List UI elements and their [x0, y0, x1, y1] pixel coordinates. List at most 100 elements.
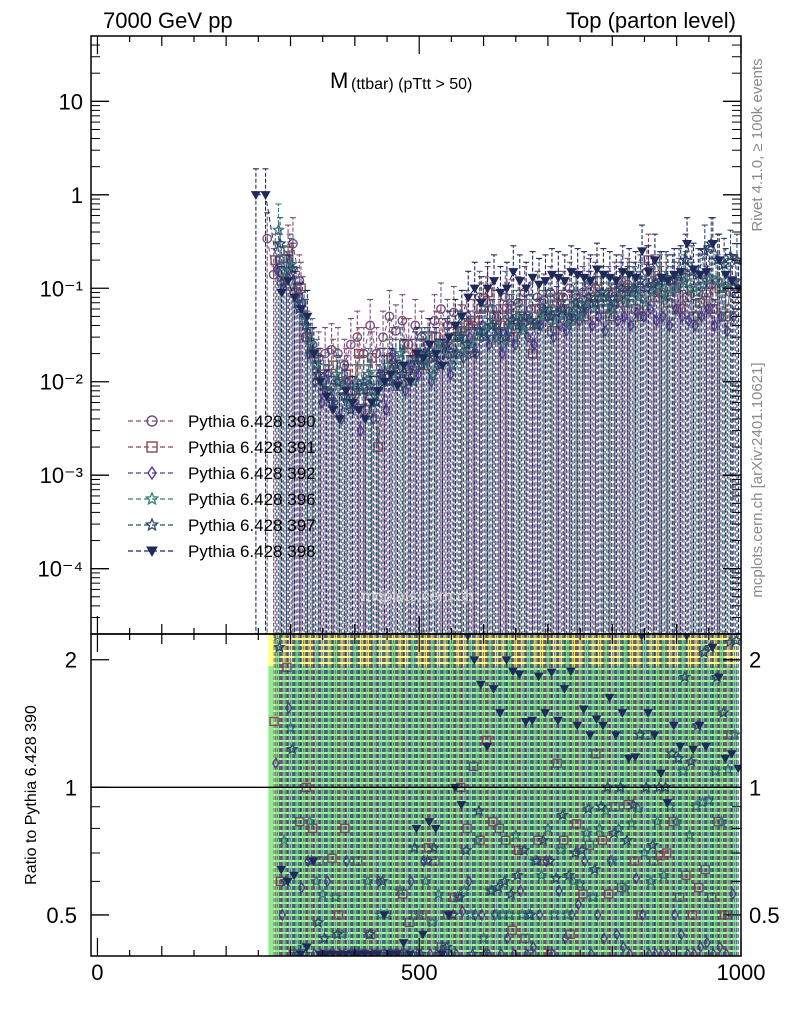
ratio-point	[572, 721, 583, 731]
x-tick-label: 500	[401, 960, 438, 985]
ratio-point	[546, 668, 557, 678]
ratio-point	[475, 680, 486, 690]
series-pythia-6-428-397	[273, 217, 741, 634]
ratio-point	[556, 808, 570, 821]
header-right: Top (parton level)	[566, 8, 736, 33]
ratio-point	[495, 709, 505, 718]
data-point	[524, 313, 538, 327]
legend-item: Pythia 6.428 392	[128, 464, 316, 483]
ratio-point	[309, 874, 323, 887]
ratio-point	[655, 850, 665, 861]
legend-label: Pythia 6.428 390	[188, 412, 316, 431]
data-point	[608, 295, 622, 309]
ratio-point	[694, 721, 705, 731]
ratio-point	[437, 950, 447, 956]
ratio-point	[530, 854, 544, 867]
legend-marker	[146, 415, 158, 427]
legend-item: Pythia 6.428 398	[128, 542, 316, 561]
data-point	[569, 295, 583, 309]
data-point	[427, 375, 436, 389]
ratio-point	[713, 673, 724, 683]
ratio-point	[456, 801, 467, 810]
legend-item: Pythia 6.428 397	[128, 516, 316, 535]
ratio-point	[733, 764, 741, 774]
ratio-point	[347, 950, 357, 956]
data-point	[366, 398, 377, 408]
data-point	[427, 351, 442, 364]
data-point	[688, 265, 699, 275]
data-point	[366, 352, 377, 363]
data-point	[436, 304, 446, 314]
x-tick-label: 1000	[717, 960, 766, 985]
ratio-point	[361, 874, 375, 887]
ratio-point	[482, 742, 493, 752]
data-point	[357, 374, 371, 388]
data-point	[627, 281, 641, 294]
ratio-y-tick-label-right: 0.5	[749, 903, 780, 928]
ratio-point	[466, 947, 479, 956]
legend-label: Pythia 6.428 396	[188, 490, 316, 509]
legend-marker	[144, 517, 160, 532]
data-point	[448, 307, 459, 318]
data-point	[352, 332, 363, 343]
data-point	[530, 338, 539, 352]
ratio-point	[314, 950, 325, 956]
data-point	[331, 374, 345, 388]
ratio-point	[617, 709, 628, 718]
ratio-point	[295, 950, 306, 956]
ratio-point	[665, 747, 679, 760]
ratio-point	[449, 892, 459, 903]
ratio-point	[285, 742, 299, 755]
data-point	[505, 313, 519, 327]
data-point	[324, 395, 339, 409]
data-point	[262, 233, 273, 244]
ratio-point	[644, 874, 658, 887]
ratio-point	[458, 904, 467, 918]
data-point	[501, 284, 512, 294]
data-point	[365, 320, 376, 331]
data-point	[698, 244, 712, 257]
y-tick-label: 10⁻⁴	[37, 557, 83, 582]
data-point	[431, 349, 442, 359]
ratio-point	[427, 841, 441, 854]
ratio-point	[318, 931, 331, 944]
data-point	[278, 264, 292, 278]
data-point	[321, 392, 332, 402]
ratio-point	[562, 868, 576, 881]
ratio-point	[677, 927, 686, 941]
ratio-point	[585, 731, 596, 740]
data-point	[345, 339, 356, 350]
data-point	[416, 332, 427, 343]
data-point	[397, 315, 408, 326]
ratio-point	[649, 856, 659, 866]
ratio-point	[419, 874, 432, 887]
legend-marker	[144, 491, 160, 506]
mcplots-label: mcplots.cern.ch [arXiv:2401.10621]	[749, 362, 766, 597]
ratio-point	[408, 841, 421, 854]
data-point	[703, 302, 713, 316]
ratio-point	[543, 854, 557, 867]
ratio-point	[465, 874, 473, 888]
data-point	[391, 325, 401, 336]
data-point	[443, 333, 455, 343]
ratio-point	[463, 634, 472, 641]
ratio-point	[662, 799, 673, 808]
ratio-point	[379, 911, 390, 920]
ratio-y-tick-label: 2	[65, 648, 77, 673]
ratio-point	[330, 927, 344, 940]
ratio-point	[501, 656, 512, 665]
ratio-point	[598, 721, 608, 731]
ratio-point	[366, 950, 377, 956]
ratio-point	[405, 950, 415, 956]
data-point	[384, 311, 395, 322]
data-point	[485, 318, 500, 332]
ratio-point	[511, 868, 524, 881]
ratio-point	[385, 950, 396, 956]
ratio-y-tick-label: 0.5	[46, 903, 77, 928]
data-point	[378, 332, 388, 343]
ratio-point	[578, 705, 589, 715]
legend-marker	[147, 465, 157, 481]
ratio-point	[472, 804, 486, 817]
ratio-y-axis-label: Ratio to Pythia 6.428 390	[23, 705, 40, 885]
